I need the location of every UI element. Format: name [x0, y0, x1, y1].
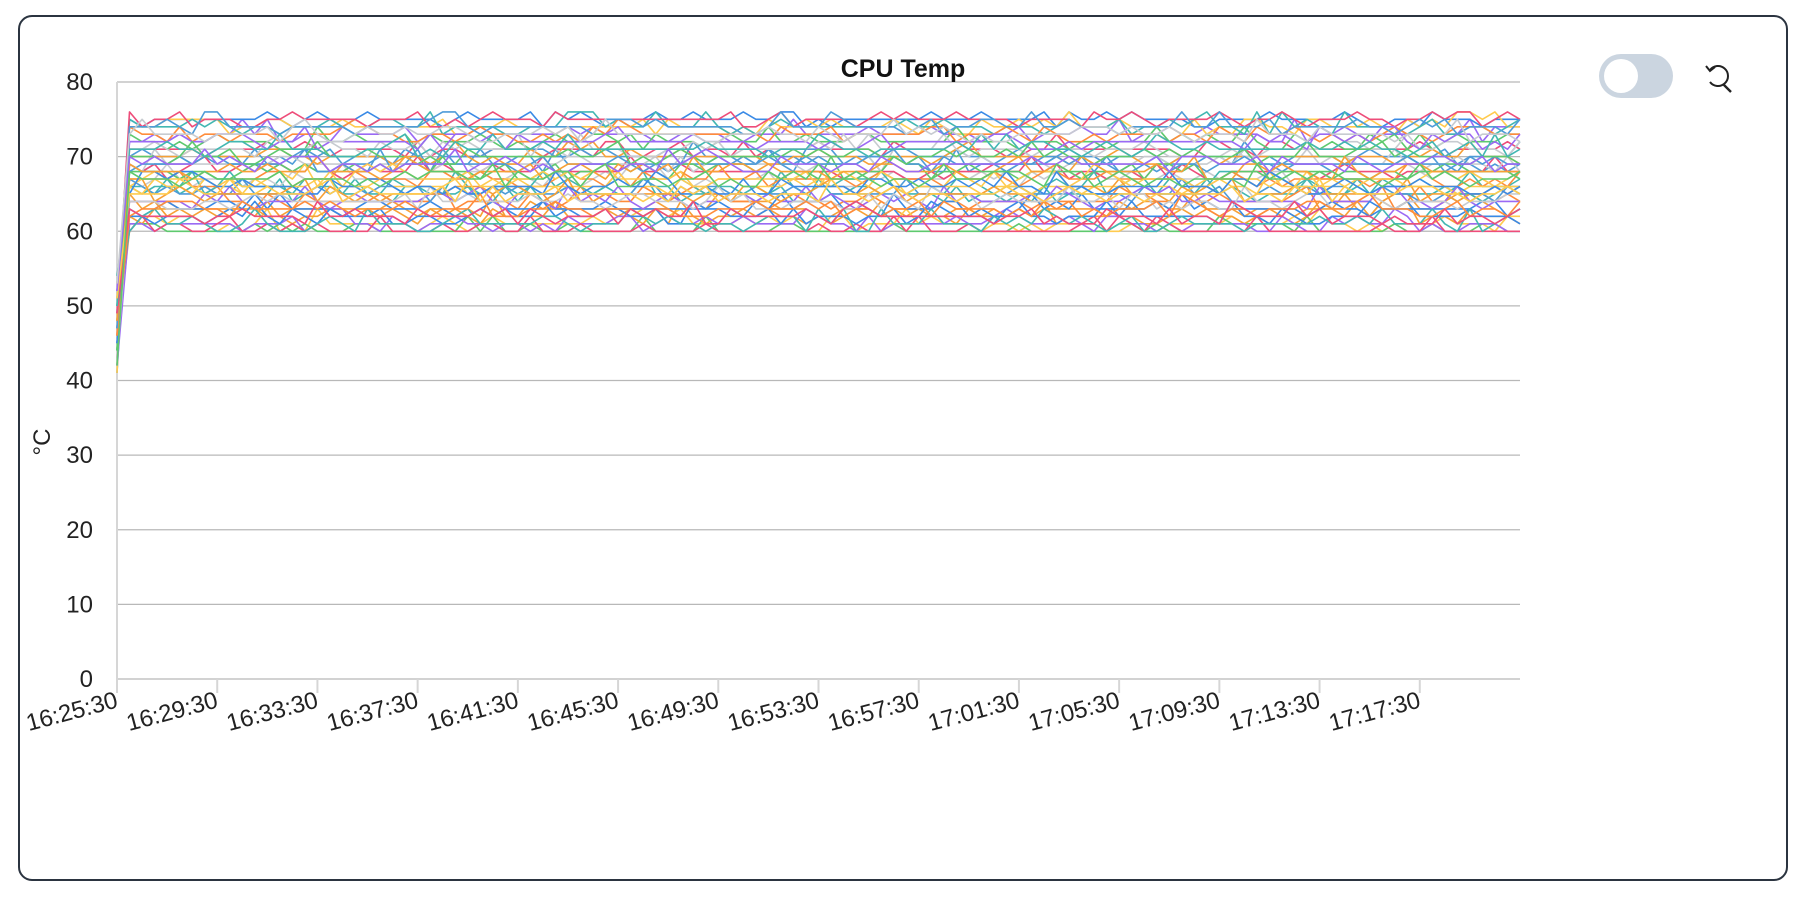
chart-card: 0 10 20 30 40 50 60 70 80 16:25:30 16:29:30 16:33:3…	[18, 15, 1788, 881]
cpu-temp-chart: 0 10 20 30 40 50 60 70 80 16:25:30 16:29:30 16:33:3…	[23, 69, 1521, 737]
x-tick-label: 16:29:30	[124, 687, 221, 737]
y-tick-label: 10	[66, 591, 93, 618]
x-tick-label: 17:09:30	[1126, 687, 1223, 737]
series-lines[interactable]	[116, 111, 1521, 374]
series-line	[116, 215, 1520, 314]
zoom-reset-button[interactable]	[1700, 58, 1738, 96]
x-tick-label: 17:17:30	[1326, 687, 1423, 737]
series-line	[116, 163, 1521, 366]
x-tick-label: 16:37:30	[324, 687, 421, 737]
series-line	[116, 148, 1520, 329]
y-tick-label: 60	[66, 218, 93, 245]
y-axis-label: °C	[29, 429, 56, 456]
zoom-reset-icon	[1705, 65, 1732, 93]
x-tick-label: 16:45:30	[524, 687, 621, 737]
series-line	[116, 126, 1520, 351]
x-tick-label: 17:05:30	[1025, 687, 1122, 737]
series-line	[116, 133, 1521, 306]
y-tick-label: 20	[66, 517, 93, 544]
series-line	[116, 155, 1521, 351]
series-line	[116, 170, 1521, 344]
y-tick-label: 30	[66, 442, 93, 469]
x-tick-label: 17:13:30	[1226, 687, 1323, 737]
y-tick-label: 50	[66, 293, 93, 320]
series-line	[116, 215, 1520, 321]
y-tick-label: 40	[66, 368, 93, 395]
series-line	[116, 208, 1520, 366]
series-line	[116, 200, 1521, 314]
axes	[116, 82, 1421, 693]
x-tick-label: 17:01:30	[925, 687, 1022, 737]
x-tick-label: 16:57:30	[825, 687, 922, 737]
series-line	[116, 193, 1521, 336]
y-tick-label: 80	[66, 69, 93, 96]
series-line	[116, 111, 1521, 314]
x-tick-label: 16:33:30	[224, 687, 321, 737]
x-tick-label: 16:53:30	[725, 687, 822, 737]
toggle-knob	[1604, 59, 1638, 93]
x-tick-label: 16:25:30	[23, 687, 120, 737]
series-line	[116, 118, 1521, 284]
y-tick-label: 70	[66, 144, 93, 171]
series-line	[116, 155, 1520, 321]
y-tick-label: 0	[80, 666, 93, 693]
x-tick-label: 16:49:30	[625, 687, 722, 737]
series-line	[116, 178, 1521, 299]
x-tick-label: 16:41:30	[424, 687, 521, 737]
series-line	[116, 140, 1521, 299]
toggle-switch[interactable]	[1599, 54, 1673, 98]
